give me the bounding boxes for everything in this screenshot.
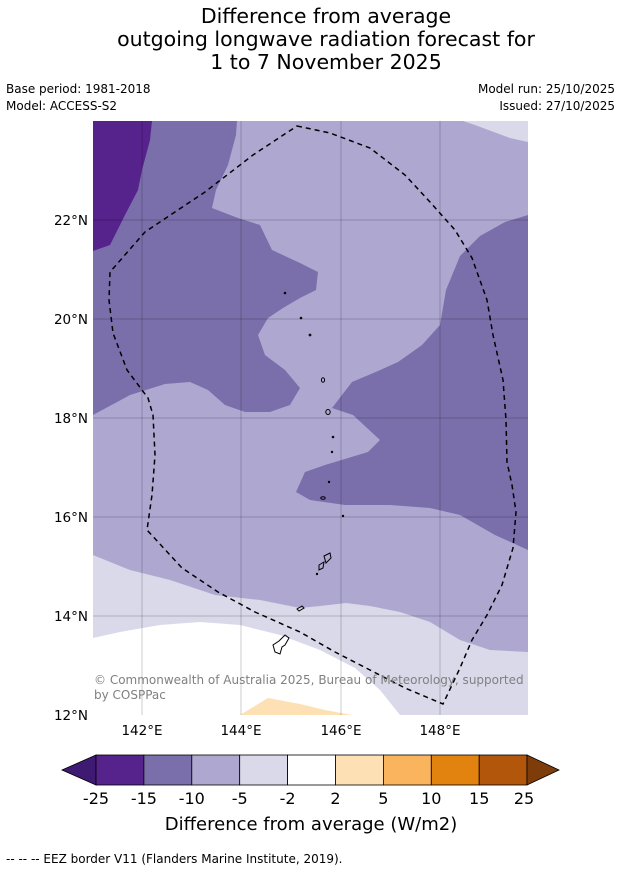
colorbar: -25 -15 -10 -5 -2 2 5 10 15 25 Differenc… [61,754,560,835]
anomaly-fill-minus-2-5-top [463,121,528,142]
model-name: Model: ACCESS-S2 [6,99,118,113]
colorbar-bin-10-15 [430,754,480,786]
lat-tick-14n: 14°N [54,609,88,625]
colorbar-bin-minus10-minus5 [191,754,241,786]
lat-tick-12n: 12°N [54,708,88,724]
colorbar-label-10: 10 [421,789,441,808]
latitude-ticks: 22°N 20°N 18°N 16°N 14°N 12°N [54,213,88,724]
title-line-3: 1 to 7 November 2025 [210,50,442,74]
colorbar-label-minus2: -2 [280,789,296,808]
colorbar-label-minus5: -5 [232,789,248,808]
colorbar-extend-low [61,754,97,786]
longitude-ticks: 142°E 144°E 146°E 148°E [121,723,460,739]
colorbar-label-minus10: -10 [179,789,205,808]
anomaly-fill-plus-minus-2 [93,622,400,715]
colorbar-bin-minus2-2 [287,754,336,786]
anomaly-fill-plus-2-5 [240,698,352,715]
colorbar-bin-15-25 [478,754,528,786]
model-run: Model run: 25/10/2025 [477,82,615,96]
chart-title: Difference from average outgoing longwav… [0,5,621,74]
lon-tick-146e: 146°E [320,723,361,739]
base-period: Base period: 1981-2018 [6,82,151,96]
lon-tick-142e: 142°E [121,723,162,739]
colorbar-label-5: 5 [378,789,388,808]
colorbar-label-2: 2 [330,789,340,808]
colorbar-label-15: 15 [469,789,489,808]
colorbar-bin-minus15-minus10 [143,754,193,786]
colorbar-bin-2-5 [335,754,384,786]
colorbar-extend-high [526,754,560,786]
anomaly-fill-minus-10-15-east [296,215,528,550]
lon-tick-148e: 148°E [419,723,460,739]
title-line-1: Difference from average [200,4,452,28]
graticule [93,121,528,715]
map-area: © Commonwealth of Australia 2025, Bureau… [93,121,528,715]
colorbar-bin-minus25-minus15 [95,754,145,786]
colorbar-label-25: 25 [514,789,534,808]
copyright-line-2: by COSPPac [94,688,166,702]
anomaly-fill-minus-10-15-west [93,121,318,415]
islands [272,291,345,655]
meta-right: Model run: 25/10/2025 Issued: 27/10/2025 [478,81,615,115]
colorbar-label-minus15: -15 [131,789,157,808]
lat-tick-18n: 18°N [54,411,88,427]
issued-date: Issued: 27/10/2025 [499,99,615,113]
lat-tick-16n: 16°N [54,510,88,526]
title-line-2: outgoing longwave radiation forecast for [117,27,535,51]
lat-tick-22n: 22°N [54,213,88,229]
lon-tick-144e: 144°E [220,723,261,739]
colorbar-label-minus25: -25 [83,789,109,808]
eez-border [108,125,517,705]
copyright-line-1: © Commonwealth of Australia 2025, Bureau… [94,673,524,687]
colorbar-title: Difference from average (W/m2) [165,814,457,835]
anomaly-fill-minus-15-25 [93,121,152,251]
colorbar-bin-minus5-minus2 [239,754,288,786]
eez-footnote: -- -- -- EEZ border V11 (Flanders Marine… [6,852,343,866]
meta-left: Base period: 1981-2018 Model: ACCESS-S2 [6,81,151,115]
colorbar-bin-5-10 [382,754,432,786]
lat-tick-20n: 20°N [54,312,88,328]
